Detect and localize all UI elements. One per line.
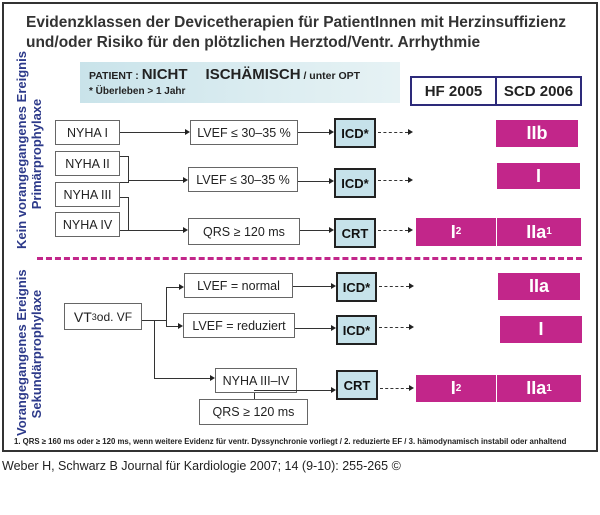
- nyha-iii-iv-box: NYHA III–IV: [215, 368, 297, 393]
- class-badge-scd-secondary-row2: I: [500, 316, 582, 343]
- section-label-secondary: Vorangegangenes Ereignis Sekundärprophyl…: [14, 269, 44, 436]
- dashed-connector: [379, 327, 409, 328]
- arrow-head-icon: [408, 177, 413, 183]
- connector: [298, 181, 329, 182]
- arrow-head-icon: [408, 227, 413, 233]
- connector: [154, 320, 155, 378]
- connector: [120, 182, 128, 183]
- arrow-head-icon: [329, 129, 334, 135]
- arrow-head-icon: [331, 387, 336, 393]
- connector: [254, 390, 331, 391]
- qrs-box-secondary: QRS ≥ 120 ms: [199, 399, 308, 425]
- connector: [120, 156, 128, 157]
- arrow-head-icon: [185, 129, 190, 135]
- icd-device-box-1: ICD*: [334, 118, 376, 148]
- class-badge-scd-primary-row3: IIa 1: [497, 218, 581, 246]
- lvef-reduced-box: LVEF = reduziert: [183, 313, 295, 338]
- arrow-head-icon: [183, 177, 188, 183]
- dashed-connector: [378, 132, 408, 133]
- connector: [120, 197, 128, 198]
- connector: [128, 156, 129, 183]
- arrow-head-icon: [409, 385, 414, 391]
- connector: [298, 132, 329, 133]
- arrow-head-icon: [331, 325, 336, 331]
- nyha-ii-box: NYHA II: [55, 151, 120, 176]
- crt-device-box-primary: CRT: [334, 218, 376, 248]
- connector: [120, 230, 183, 231]
- arrow-head-icon: [329, 227, 334, 233]
- arrow-head-icon: [408, 129, 413, 135]
- icd-device-box-2: ICD*: [334, 168, 376, 198]
- arrow-head-icon: [210, 375, 215, 381]
- connector: [166, 326, 178, 327]
- connector: [128, 197, 129, 230]
- section-separator: [37, 257, 582, 260]
- icd-device-box-3: ICD*: [336, 272, 377, 302]
- nyha-iv-box: NYHA IV: [55, 212, 120, 237]
- arrow-head-icon: [179, 284, 184, 290]
- connector: [254, 393, 255, 399]
- lvef-normal-box: LVEF = normal: [184, 273, 293, 298]
- arrow-head-icon: [183, 227, 188, 233]
- patient-suffix: / unter OPT: [303, 70, 361, 82]
- patient-word-nicht: NICHT: [141, 66, 188, 83]
- citation: Weber H, Schwarz B Journal für Kardiolog…: [2, 459, 401, 473]
- connector: [166, 287, 179, 288]
- arrow-head-icon: [329, 178, 334, 184]
- patient-prefix: PATIENT :: [89, 70, 139, 82]
- section-label-primary: Kein vorangegangenes Ereignis Primärprop…: [14, 51, 44, 249]
- connector: [300, 230, 329, 231]
- dashed-connector: [379, 286, 409, 287]
- crt-device-box-secondary: CRT: [336, 370, 378, 400]
- title-line-1: Evidenzklassen der Devicetherapien für P…: [26, 14, 567, 31]
- patient-note: * Überleben > 1 Jahr: [89, 86, 186, 97]
- lvef-threshold-box-1: LVEF ≤ 30–35 %: [190, 120, 298, 145]
- nyha-iii-box: NYHA III: [55, 182, 120, 207]
- guideline-header: HF 2005 SCD 2006: [410, 76, 582, 106]
- arrow-head-icon: [331, 283, 336, 289]
- arrow-head-icon: [409, 324, 414, 330]
- class-badge-scd-secondary-row3: IIa 1: [497, 375, 581, 402]
- qrs-box-primary: QRS ≥ 120 ms: [188, 218, 300, 245]
- patient-box: PATIENT : NICHT ISCHÄMISCH / unter OPT * …: [80, 62, 400, 103]
- dashed-connector: [378, 230, 408, 231]
- title-line-2: und/oder Risiko für den plötzlichen Herz…: [26, 34, 481, 51]
- dashed-connector: [378, 180, 408, 181]
- class-badge-scd-primary-row1: IIb: [496, 120, 578, 147]
- connector: [166, 287, 167, 326]
- class-badge-scd-primary-row2: I: [497, 163, 580, 189]
- footnote: 1. QRS ≥ 160 ms oder ≥ 120 ms, wenn weit…: [14, 437, 567, 446]
- arrow-head-icon: [178, 323, 183, 329]
- dashed-connector: [380, 388, 409, 389]
- patient-word-ischaemisch: ISCHÄMISCH: [205, 66, 301, 83]
- connector: [128, 180, 183, 181]
- nyha-i-box: NYHA I: [55, 120, 120, 145]
- arrow-head-icon: [409, 283, 414, 289]
- class-badge-scd-secondary-row1: IIa: [498, 273, 580, 300]
- header-hf-2005: HF 2005: [424, 82, 483, 100]
- connector: [293, 286, 331, 287]
- vt-vf-box: VT 3 od. VF: [64, 303, 142, 330]
- header-scd-2006: SCD 2006: [495, 78, 580, 104]
- lvef-threshold-box-2: LVEF ≤ 30–35 %: [188, 167, 298, 192]
- connector: [295, 328, 331, 329]
- icd-device-box-4: ICD*: [336, 315, 377, 345]
- connector: [154, 378, 210, 379]
- figure-title: Evidenzklassen der Devicetherapien für P…: [26, 13, 586, 53]
- connector: [120, 132, 185, 133]
